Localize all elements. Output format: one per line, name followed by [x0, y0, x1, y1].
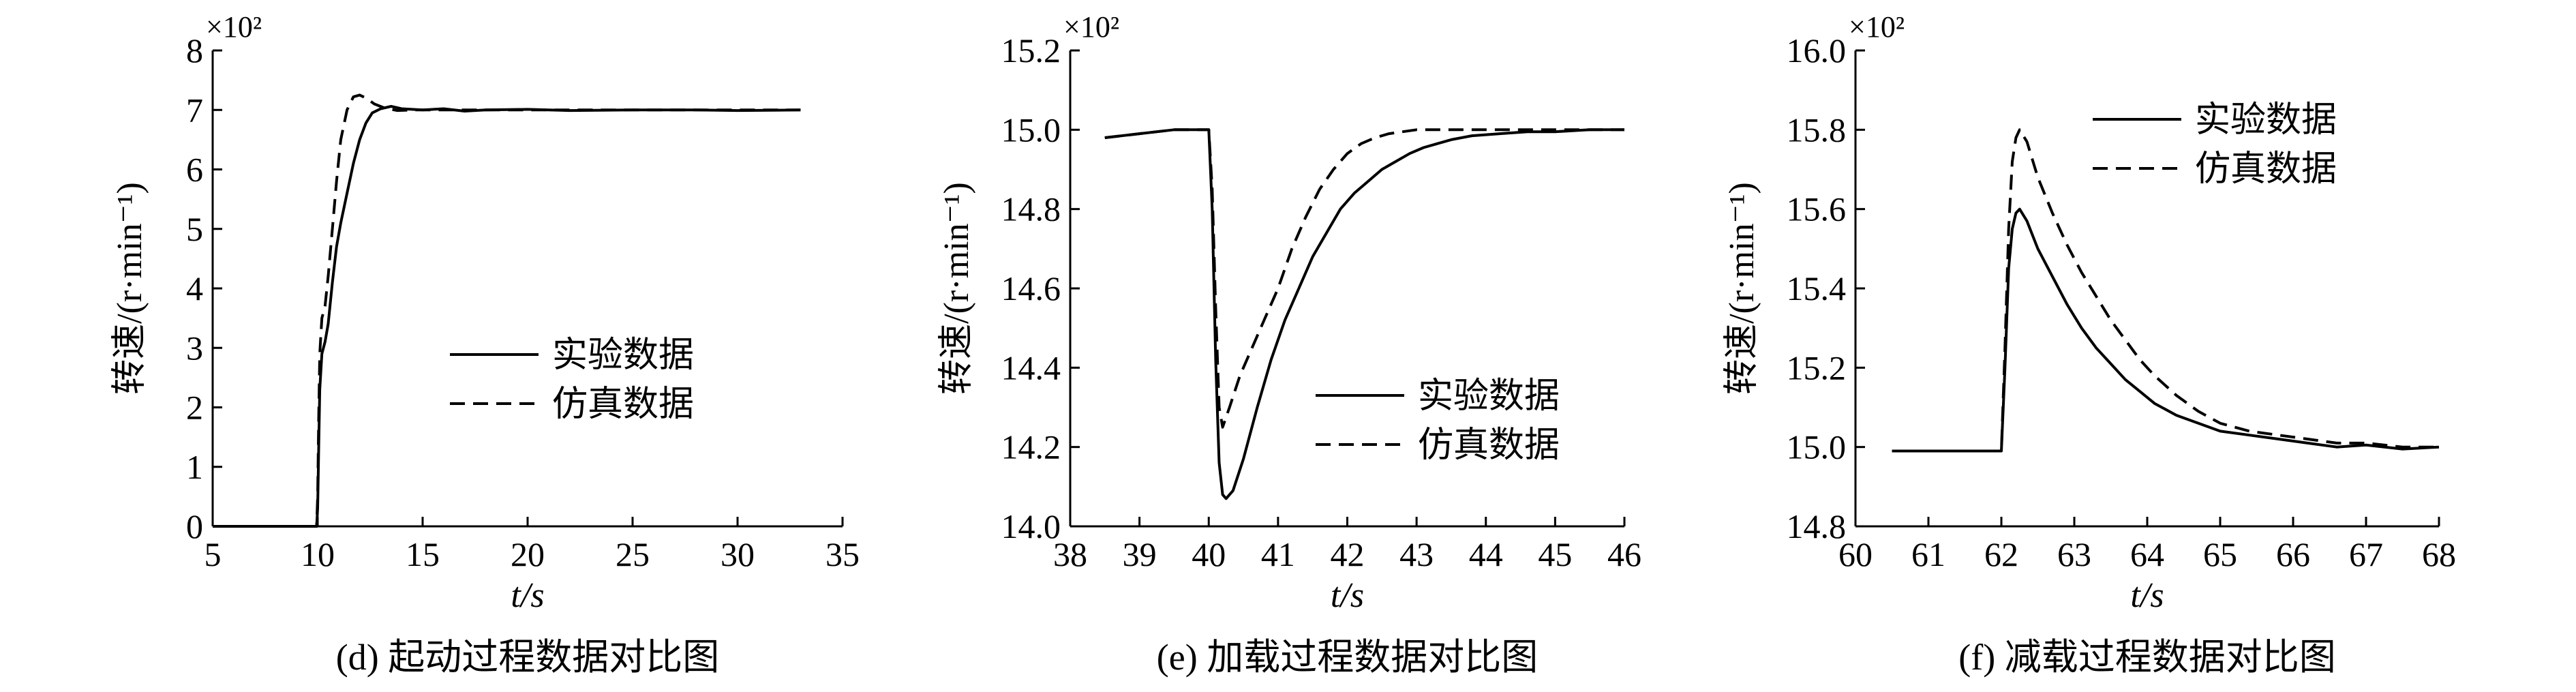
series-line-0 [1892, 207, 2440, 453]
y-tick-label: 14.8 [1787, 507, 1847, 545]
y-tick-label: 15.2 [1001, 31, 1061, 70]
y-tick-label: 14.8 [1001, 190, 1061, 228]
y-axis-label: 转速/(r·min⁻¹) [1723, 182, 1761, 395]
legend-label-0: 实验数据 [552, 336, 694, 375]
x-tick-label: 68 [2422, 535, 2456, 573]
series-line-1 [1104, 128, 1624, 429]
series-line-1 [213, 93, 801, 528]
y-exponent-label: ×10² [1849, 10, 1905, 44]
y-tick-label: 7 [186, 91, 203, 129]
chart-panel-0: 5 10 15 20 25 30 35 0 1 2 3 4 5 6 7 8×10² t/s 转速/(r·min⁻¹… [110, 10, 860, 678]
y-tick-label: 16.0 [1787, 31, 1847, 70]
legend-label-0: 实验数据 [2195, 101, 2337, 140]
y-tick-label: 14.6 [1001, 269, 1061, 307]
series-line-0 [213, 105, 801, 528]
legend-label-1: 仿真数据 [552, 385, 694, 424]
y-tick-label: 8 [186, 31, 203, 70]
chart-caption: (e) 加载过程数据对比图 [1157, 637, 1538, 678]
x-tick-label: 10 [301, 535, 335, 573]
series-line-1 [1892, 128, 2439, 453]
x-tick-label: 5 [204, 535, 222, 573]
x-tick-label: 44 [1469, 535, 1503, 573]
x-axis-label: t/s [1331, 576, 1364, 615]
x-tick-label: 30 [721, 535, 755, 573]
x-tick-label: 25 [616, 535, 650, 573]
y-tick-label: 14.0 [1001, 507, 1061, 545]
x-tick-label: 67 [2349, 535, 2383, 573]
x-axis-label: t/s [2130, 576, 2164, 615]
x-axis-label: t/s [511, 576, 544, 615]
legend-label-1: 仿真数据 [1418, 426, 1560, 465]
x-tick-label: 35 [825, 535, 860, 573]
x-tick-label: 39 [1123, 535, 1157, 573]
y-tick-label: 15.4 [1787, 269, 1847, 307]
x-tick-label: 15 [406, 535, 440, 573]
x-tick-label: 63 [2057, 535, 2091, 573]
x-tick-label: 61 [1911, 535, 1945, 573]
y-tick-label: 0 [186, 507, 203, 545]
x-tick-label: 40 [1192, 535, 1226, 573]
x-tick-label: 38 [1053, 535, 1087, 573]
y-tick-label: 14.4 [1001, 348, 1061, 387]
y-axis-label: 转速/(r·min⁻¹) [110, 182, 149, 395]
y-exponent-label: ×10² [1063, 10, 1119, 44]
legend-label-1: 仿真数据 [2195, 150, 2337, 189]
x-tick-label: 45 [1538, 535, 1572, 573]
y-exponent-label: ×10² [206, 10, 262, 44]
y-tick-label: 15.2 [1787, 348, 1847, 387]
series-line-0 [1104, 128, 1624, 500]
y-tick-label: 1 [186, 448, 203, 486]
chart-panel-1: 38 39 40 41 42 43 44 45 46 14.0 14.2 14.4 14.6 14.8 15… [937, 10, 1641, 678]
y-tick-label: 3 [186, 329, 203, 367]
chart-panel-2: 60 61 62 63 64 65 66 67 68 14.8 15.0 15.2 15.4 15.6 15… [1723, 10, 2456, 678]
x-tick-label: 20 [511, 535, 545, 573]
legend-label-0: 实验数据 [1418, 377, 1560, 416]
chart-caption: (d) 起动过程数据对比图 [336, 637, 719, 678]
x-tick-label: 64 [2130, 535, 2164, 573]
y-tick-label: 15.0 [1787, 428, 1847, 466]
x-tick-label: 60 [1838, 535, 1873, 573]
y-tick-label: 6 [186, 151, 203, 189]
y-tick-label: 2 [186, 389, 203, 427]
y-tick-label: 5 [186, 210, 203, 248]
x-tick-label: 42 [1331, 535, 1365, 573]
y-axis-label: 转速/(r·min⁻¹) [937, 182, 976, 395]
y-tick-label: 15.0 [1001, 110, 1061, 149]
x-tick-label: 43 [1399, 535, 1434, 573]
y-tick-label: 15.6 [1787, 190, 1847, 228]
y-tick-label: 15.8 [1787, 110, 1847, 149]
chart-caption: (f) 减载过程数据对比图 [1958, 637, 2335, 678]
y-tick-label: 14.2 [1001, 428, 1061, 466]
x-tick-label: 66 [2276, 535, 2310, 573]
y-tick-label: 4 [186, 269, 203, 307]
x-tick-label: 41 [1261, 535, 1295, 573]
x-tick-label: 62 [1984, 535, 2018, 573]
x-tick-label: 46 [1607, 535, 1641, 573]
x-tick-label: 65 [2203, 535, 2237, 573]
